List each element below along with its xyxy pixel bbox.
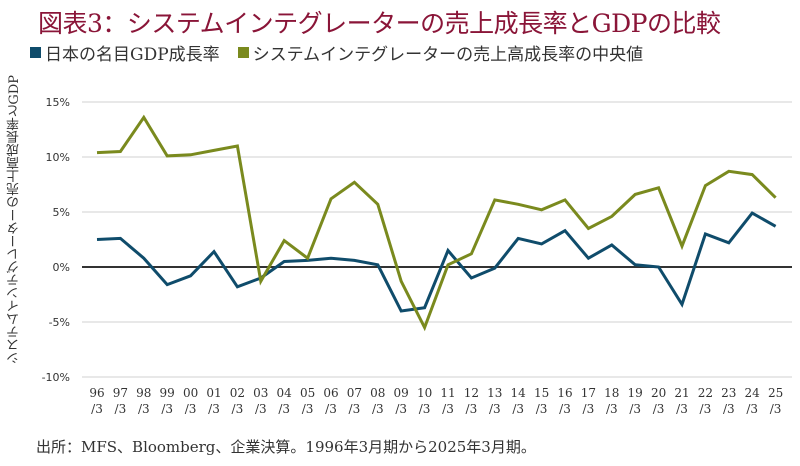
x-tick-label: 07 bbox=[347, 386, 362, 400]
x-tick-label: 00 bbox=[183, 386, 198, 400]
x-tick-label: 25 bbox=[768, 386, 783, 400]
x-tick-label-suffix: /3 bbox=[442, 402, 454, 416]
x-tick-label: 17 bbox=[581, 386, 596, 400]
y-tick-label: 10% bbox=[46, 151, 70, 164]
x-tick-label: 11 bbox=[440, 386, 455, 400]
x-tick-label: 08 bbox=[370, 386, 385, 400]
series-line-si-median bbox=[96, 114, 777, 332]
x-tick-label: 21 bbox=[674, 386, 689, 400]
x-tick-label-suffix: /3 bbox=[302, 402, 314, 416]
x-tick-label-suffix: /3 bbox=[466, 402, 478, 416]
x-tick-label: 18 bbox=[604, 386, 619, 400]
x-tick-label: 15 bbox=[534, 386, 549, 400]
x-tick-label-suffix: /3 bbox=[115, 402, 127, 416]
x-tick-label-suffix: /3 bbox=[232, 402, 244, 416]
x-tick-label-suffix: /3 bbox=[700, 402, 712, 416]
x-tick-label-suffix: /3 bbox=[372, 402, 384, 416]
x-tick-label-suffix: /3 bbox=[653, 402, 665, 416]
x-tick-label: 99 bbox=[160, 386, 175, 400]
series-line-gdp bbox=[96, 211, 777, 313]
x-tick-label: 04 bbox=[277, 386, 293, 400]
x-tick-label-suffix: /3 bbox=[419, 402, 431, 416]
x-tick-label-suffix: /3 bbox=[349, 402, 361, 416]
legend-item-si-median: システムインテグレーターの売上高成長率の中央値 bbox=[237, 40, 644, 65]
x-tick-label: 05 bbox=[300, 386, 315, 400]
y-tick-label: 15% bbox=[46, 96, 70, 109]
x-tick-label-suffix: /3 bbox=[770, 402, 782, 416]
x-tick-label-suffix: /3 bbox=[606, 402, 618, 416]
x-tick-label-suffix: /3 bbox=[723, 402, 735, 416]
x-tick-label: 02 bbox=[230, 386, 245, 400]
x-tick-label-suffix: /3 bbox=[138, 402, 150, 416]
x-tick-label-suffix: /3 bbox=[583, 402, 595, 416]
x-tick-label: 01 bbox=[206, 386, 221, 400]
chart-title: 図表3：システムインテグレーターの売上成長率とGDPの比較 bbox=[38, 9, 721, 38]
x-tick-label: 98 bbox=[136, 386, 151, 400]
x-tick-label-suffix: /3 bbox=[278, 402, 290, 416]
x-tick-label-suffix: /3 bbox=[512, 402, 524, 416]
legend: 日本の名目GDP成長率 システムインテグレーターの売上高成長率の中央値 bbox=[30, 40, 643, 65]
x-tick-label: 14 bbox=[511, 386, 527, 400]
x-tick-label: 03 bbox=[253, 386, 268, 400]
legend-label-si-median: システムインテグレーターの売上高成長率の中央値 bbox=[252, 45, 644, 65]
x-tick-label-suffix: /3 bbox=[536, 402, 548, 416]
x-tick-label: 97 bbox=[113, 386, 128, 400]
x-tick-label: 19 bbox=[628, 386, 643, 400]
x-tick-label-suffix: /3 bbox=[255, 402, 267, 416]
y-tick-label: -5% bbox=[49, 316, 70, 329]
source-note: 出所：MFS、Bloomberg、企業決算。1996年3月期から2025年3月期… bbox=[36, 438, 536, 456]
x-tick-label-suffix: /3 bbox=[161, 402, 173, 416]
x-tick-label: 24 bbox=[745, 386, 761, 400]
x-tick-label-suffix: /3 bbox=[629, 402, 641, 416]
x-tick-label: 09 bbox=[394, 386, 409, 400]
x-tick-label-suffix: /3 bbox=[559, 402, 571, 416]
x-tick-label: 13 bbox=[487, 386, 502, 400]
x-tick-label-suffix: /3 bbox=[91, 402, 103, 416]
x-tick-label: 12 bbox=[464, 386, 479, 400]
x-tick-label: 23 bbox=[721, 386, 736, 400]
legend-swatch-si-median bbox=[237, 47, 249, 58]
x-tick-label-suffix: /3 bbox=[208, 402, 220, 416]
x-tick-label: 20 bbox=[651, 386, 666, 400]
x-tick-label-suffix: /3 bbox=[746, 402, 758, 416]
y-tick-label: 0% bbox=[53, 261, 70, 274]
legend-swatch-gdp bbox=[30, 47, 41, 58]
x-tick-label: 06 bbox=[323, 386, 338, 400]
x-tick-label-suffix: /3 bbox=[325, 402, 337, 416]
legend-item-gdp: 日本の名目GDP成長率 bbox=[30, 40, 220, 65]
x-tick-label: 16 bbox=[557, 386, 572, 400]
x-tick-label: 10 bbox=[417, 386, 432, 400]
x-tick-label-suffix: /3 bbox=[395, 402, 407, 416]
x-tick-label-suffix: /3 bbox=[489, 402, 501, 416]
x-tick-label: 22 bbox=[698, 386, 713, 400]
y-tick-label: -10% bbox=[42, 371, 70, 384]
x-tick-label-suffix: /3 bbox=[185, 402, 197, 416]
legend-label-gdp: 日本の名目GDP成長率 bbox=[45, 45, 220, 65]
y-tick-label: 5% bbox=[53, 206, 70, 219]
x-tick-label-suffix: /3 bbox=[676, 402, 688, 416]
x-tick-label: 96 bbox=[89, 386, 104, 400]
